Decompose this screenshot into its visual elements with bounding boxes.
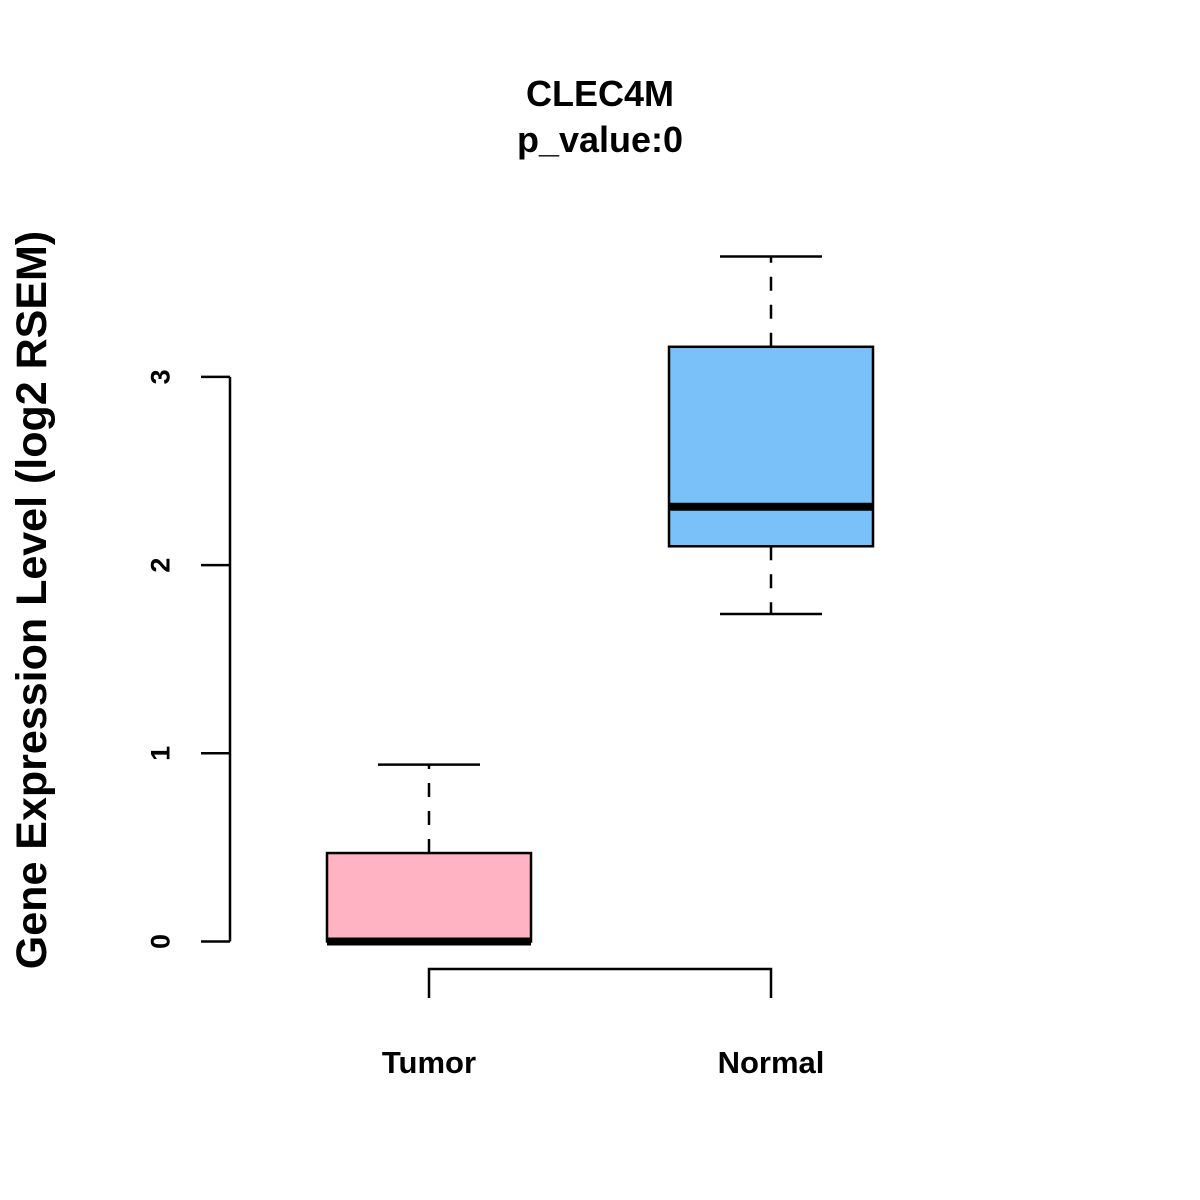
iqr-box <box>325 851 533 943</box>
box-tumor <box>325 763 533 946</box>
y-tick-label: 1 <box>145 746 175 761</box>
y-tick-label: 3 <box>145 369 175 384</box>
category-label-tumor: Tumor <box>382 1045 476 1080</box>
comparison-bracket <box>427 967 773 998</box>
iqr-box <box>667 345 875 548</box>
bracket-line <box>427 967 773 998</box>
boxes-layer <box>325 255 875 946</box>
category-label-normal: Normal <box>718 1045 825 1080</box>
chart-title: CLEC4M <box>526 73 674 114</box>
chart-subtitle: p_value:0 <box>517 119 683 160</box>
y-tick-label: 2 <box>145 558 175 573</box>
y-axis-label: Gene Expression Level (log2 RSEM) <box>8 231 56 969</box>
y-tick-label: 0 <box>145 934 175 949</box>
category-labels: Tumor Normal <box>382 1045 824 1080</box>
y-axis: 0 1 2 3 <box>145 369 232 949</box>
box-normal <box>667 255 875 616</box>
